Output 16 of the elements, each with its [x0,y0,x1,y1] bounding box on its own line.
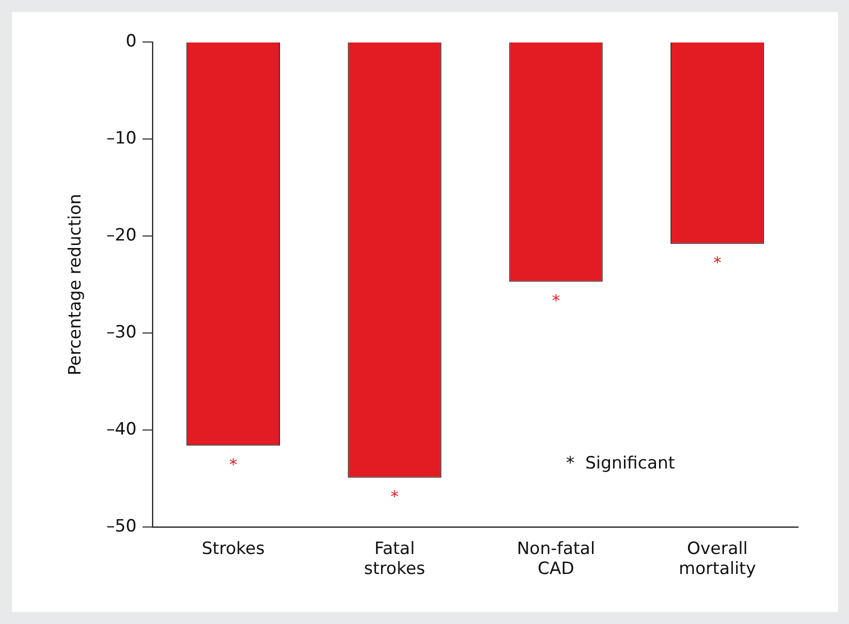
annotation: * [713,253,722,272]
y-tick-label: –50 [106,516,137,537]
annotation: * Significant [566,454,676,474]
y-tick-label: –30 [106,322,137,343]
x-tick-label: Strokes [202,538,265,559]
y-tick-label: –20 [106,226,137,246]
x-tick-label: Overall mortality [678,538,756,580]
annotation: * [390,486,399,506]
y-tick-label: –10 [106,128,137,148]
y-tick-label: –40 [106,420,137,440]
y-axis-title: Percentage reduction [66,194,86,376]
x-tick-label: Non-fatal CAD [516,538,596,580]
annotation: * [229,454,238,474]
y-tick-label: 0 [126,31,137,52]
x-tick-label: Fatal strokes [364,538,426,580]
annotation: * [552,290,560,310]
